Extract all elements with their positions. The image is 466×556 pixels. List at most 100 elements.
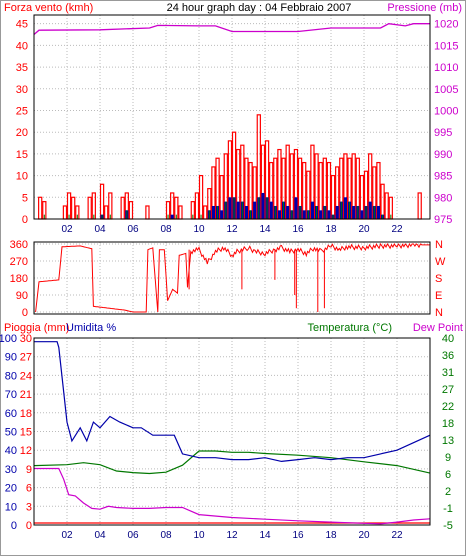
temperature-tick-label: 36 xyxy=(442,350,454,362)
wind-x-tick-label: 10 xyxy=(193,224,205,235)
wind-x-tick-label: 06 xyxy=(127,224,139,235)
wind-average-bar xyxy=(343,197,347,219)
wind-frame xyxy=(33,14,431,220)
rain-tick-label: 15 xyxy=(20,427,32,439)
direction-y-tick-label: 90 xyxy=(16,290,28,302)
humidity-tick-label: 100 xyxy=(0,333,17,345)
wind-average-bar xyxy=(220,210,224,219)
direction-y-tick-label: 180 xyxy=(10,273,28,285)
wind-x-tick-label: 04 xyxy=(94,224,106,235)
pressure-tick-label: 975 xyxy=(434,214,452,226)
pressure-line xyxy=(33,23,430,35)
humidity-tick-label: 20 xyxy=(5,483,17,495)
wind-average-bar xyxy=(310,201,314,219)
wind-average-bar xyxy=(352,205,356,219)
pressure-tick-label: 1000 xyxy=(434,105,458,117)
pressure-tick-label: 995 xyxy=(434,127,452,139)
humidity-tick-label: 0 xyxy=(11,520,17,532)
wind-average-bar xyxy=(376,205,380,219)
rain-tick-label: 12 xyxy=(20,445,32,457)
wind-y-tick-label: 30 xyxy=(16,84,28,96)
humidity-x-tick-label: 20 xyxy=(358,530,370,541)
wind-x-tick-label: 02 xyxy=(61,224,73,235)
wind-average-bar xyxy=(319,210,323,219)
humidity-tick-label: 50 xyxy=(5,427,17,439)
wind-y-tick-label: 45 xyxy=(16,19,28,31)
wind-average-bar xyxy=(327,210,331,219)
wind-y-tick-label: 10 xyxy=(16,171,28,183)
compass-tick-label: S xyxy=(435,273,442,285)
compass-tick-label: N xyxy=(435,307,443,319)
wind-x-tick-label: 22 xyxy=(391,224,403,235)
temperature-tick-label: 27 xyxy=(442,384,454,396)
direction-y-tick-label: 270 xyxy=(10,256,28,268)
wind-y-tick-label: 15 xyxy=(16,149,28,161)
wind-average-bar xyxy=(302,210,306,219)
compass-tick-label: W xyxy=(435,256,446,268)
temperature-axis-label: Temperatura (°C) xyxy=(308,322,392,334)
temperature-tick-label: 22 xyxy=(442,401,454,413)
pressure-tick-label: 985 xyxy=(434,171,452,183)
wind-average-bar xyxy=(335,205,339,219)
humidity-x-tick-label: 22 xyxy=(391,530,403,541)
pressure-tick-label: 1015 xyxy=(434,40,458,52)
humidity-tick-label: 60 xyxy=(5,408,17,420)
wind-x-tick-label: 08 xyxy=(160,224,172,235)
wind-x-tick-label: 12 xyxy=(226,224,238,235)
pressure-tick-label: 1020 xyxy=(434,19,458,31)
rain-tick-label: 0 xyxy=(26,520,32,532)
rain-axis-label: Pioggia (mm) xyxy=(4,322,69,334)
direction-y-tick-label: 360 xyxy=(10,239,28,251)
temperature-tick-label: 13 xyxy=(442,435,454,447)
humidity-tick-label: 40 xyxy=(5,445,17,457)
pressure-series-line xyxy=(33,23,430,35)
humidity-x-tick-label: 06 xyxy=(127,530,139,541)
rain-tick-label: 30 xyxy=(20,333,32,345)
dewpoint-series-line xyxy=(34,467,431,525)
wind-pressure-panel: 02 04 06 08 10 12 14 16 18 20 22051015202530354045… xyxy=(4,2,462,235)
wind-x-tick-label: 20 xyxy=(358,224,370,235)
pressure-tick-label: 1010 xyxy=(434,62,458,74)
wind-y-tick-label: 5 xyxy=(22,192,28,204)
wind-x-tick-label: 18 xyxy=(325,224,337,235)
humidity-tick-label: 70 xyxy=(5,389,17,401)
humidity-frame xyxy=(33,337,431,526)
pressure-axis-label: Pressione (mb) xyxy=(387,2,462,14)
wind-y-tick-label: 40 xyxy=(16,40,28,52)
temperature-tick-label: 31 xyxy=(442,367,454,379)
humidity-x-tick-label: 18 xyxy=(325,530,337,541)
humidity-series-line xyxy=(34,341,431,463)
temperature-series-line xyxy=(33,450,431,475)
wind-average-bar xyxy=(269,201,273,219)
temperature-tick-label: 6 xyxy=(445,469,451,481)
temperature-tick-label: 2 xyxy=(445,486,451,498)
dewpoint-axis-label: Dew Point xyxy=(413,322,463,334)
wind-average-bar xyxy=(211,205,215,219)
direction-frame xyxy=(33,241,431,315)
chart-title: 24 hour graph day : 04 Febbraio 2007 xyxy=(167,2,352,14)
direction-series-line xyxy=(35,242,430,313)
wind-average-bar xyxy=(360,210,364,219)
humidity-x-tick-label: 08 xyxy=(160,530,172,541)
humidity-tick-label: 10 xyxy=(5,501,17,513)
rain-tick-label: 9 xyxy=(26,464,32,476)
temperature-tick-label: 40 xyxy=(442,333,454,345)
humidity-x-tick-label: 10 xyxy=(193,530,205,541)
wind-x-tick-label: 16 xyxy=(292,224,304,235)
humidity-axis-label: Umidita % xyxy=(66,322,116,334)
wind-x-tick-label: 14 xyxy=(259,224,271,235)
rain-tick-label: 6 xyxy=(26,483,32,495)
rain-tick-label: 3 xyxy=(26,501,32,513)
rain-tick-label: 27 xyxy=(20,352,32,364)
humidity-temperature-panel: 02 04 06 08 10 12 14 16 18 20 22010203040506070809… xyxy=(0,322,463,541)
humidity-x-tick-label: 04 xyxy=(94,530,106,541)
temperature-tick-label: -1 xyxy=(443,503,453,515)
direction-grid xyxy=(34,242,430,314)
wind-average-bar xyxy=(228,197,232,219)
humidity-tick-label: 30 xyxy=(5,464,17,476)
temperature-tick-label: -5 xyxy=(443,520,453,532)
humidity-x-tick-label: 02 xyxy=(61,530,73,541)
wind-average-bar xyxy=(277,210,281,219)
wind-average-bar xyxy=(236,201,240,219)
